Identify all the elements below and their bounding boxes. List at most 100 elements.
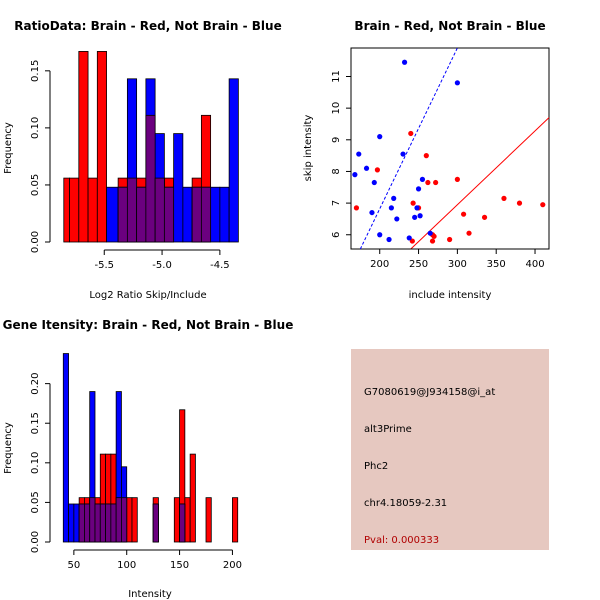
scatter-x-tick-label-1: 250 [409,259,428,270]
scatter-point-red-12 [466,230,472,236]
scatter-point-red-8 [433,179,439,186]
scatter-point-blue-16 [415,186,422,192]
chart0-blue-bar-13 [228,78,239,243]
chart0-x-tick-label-2: -4.5 [210,260,230,271]
scatter-point-blue-9 [391,195,397,201]
chart2-red-bar-9 [126,497,133,543]
intensity-hist-axes: 50 100 150 200 0.00 0.05 0.10 0.15 0.20 [30,372,242,571]
chart0-overlap-bar-14 [191,186,202,243]
scatter-point-blue-18 [419,176,426,182]
chart2-y-tick-label-3: 0.15 [30,412,41,434]
scatter-point-blue-6 [377,134,383,140]
scatter-x-tick-label-0: 200 [370,259,389,270]
chart0-x-tick-label-0: -5.5 [94,260,114,271]
scatter-x-tick-label-3: 350 [487,259,506,270]
scatter-y-tick-label-3: 9 [331,137,342,143]
chart2-blue-bar-1 [68,503,75,543]
chart0-overlap-bar-6 [117,186,128,243]
chart0-overlap-bar-15 [200,186,212,243]
scatter-point-red-9 [447,236,453,243]
chart0-blue-bar-0 [106,186,119,243]
chart2-overlap-bar-5 [105,503,112,543]
scatter-point-blue-13 [406,235,412,241]
scatter-axes: 200 250 300 350 400 6 7 8 9 10 11 [331,70,545,270]
chart2-overlap-bar-6 [110,503,117,543]
scatter-title: Brain - Red, Not Brain - Blue [354,19,545,33]
ratio-histogram-title: RatioData: Brain - Red, Not Brain - Blue [14,19,281,33]
chart2-overlap-bar-0 [78,503,85,543]
ratio-hist-overlap-bars [117,114,212,243]
chart2-overlap-bar-13 [152,503,159,543]
chart2-red-bar-16 [173,497,180,543]
chart0-blue-bar-12 [219,186,230,243]
chart2-overlap-bar-4 [99,503,106,543]
scatter-point-red-18 [425,179,431,186]
scatter-point-red-3 [410,200,416,206]
scatter-point-red-19 [429,238,436,244]
chart0-red-bar-4 [96,51,107,243]
scatter-x-tick-label-2: 300 [448,259,467,270]
chart0-overlap-bar-9 [145,114,156,243]
intensity-histogram-title: Gene Itensity: Brain - Red, Not Brain - … [3,318,294,332]
scatter-point-red-2 [408,130,414,137]
scatter-y-tick-label-5: 11 [331,70,342,83]
scatter-point-blue-15 [414,205,420,211]
chart0-overlap-bar-8 [136,186,147,243]
scatter-point-blue-3 [369,209,375,216]
scatter-point-blue-17 [417,213,423,219]
scatter-x-tick-label-4: 400 [525,259,544,270]
chart2-overlap-bar-2 [89,497,96,543]
chart2-x-tick-label-2: 150 [170,560,189,571]
scatter-point-blue-11 [400,151,406,157]
scatter-y-tick-label-2: 8 [331,168,342,174]
probe-info-box: G7080619@J934158@i_at alt3Prime Phc2 chr… [351,349,549,550]
scatter-point-red-7 [431,233,437,239]
chart0-red-bar-2 [78,51,89,243]
chart0-overlap-bar-11 [163,186,175,243]
chart2-x-tick-label-0: 50 [67,560,80,571]
ratio-hist-axes: -5.5 -5.0 -4.5 0.00 0.05 0.10 0.15 [30,60,230,271]
scatter-ylabel: skip intensity [303,115,314,182]
chart0-blue-bar-11 [210,186,221,243]
chart2-red-bar-10 [131,497,138,543]
chart2-overlap-bar-8 [121,497,128,543]
chart2-red-bar-18 [184,497,191,543]
chart0-overlap-bar-7 [126,177,138,243]
chart0-y-tick-label-0: 0.00 [30,231,41,253]
gene-name: Phc2 [364,461,389,472]
scatter-point-blue-19 [427,230,433,236]
ratio-histogram-panel: RatioData: Brain - Red, Not Brain - Blue… [3,19,282,301]
p-value: Pval: 0.000333 [364,535,440,546]
scatter-point-red-15 [516,200,523,206]
chart2-x-tick-label-3: 200 [223,560,242,571]
chart2-overlap-bar-17 [179,503,186,543]
chart0-blue-bar-7 [173,133,184,243]
chart0-y-tick-label-2: 0.10 [30,117,41,139]
chart0-overlap-bar-10 [154,177,165,243]
chart2-red-bar-22 [205,497,212,543]
scatter-point-red-16 [540,202,546,208]
chart0-red-bar-1 [69,177,80,243]
ratio-hist-ylabel: Frequency [3,122,14,174]
scatter-point-blue-10 [394,216,400,222]
ratio-hist-xlabel: Log2 Ratio Skip/Include [89,290,206,301]
chart2-x-tick-label-1: 100 [117,560,136,571]
scatter-point-blue-1 [356,151,362,157]
scatter-point-blue-20 [454,80,460,86]
scatter-point-blue-4 [371,179,377,186]
chart2-y-tick-label-0: 0.00 [30,531,41,553]
chart2-red-bar-25 [232,497,239,543]
scatter-point-blue-5 [377,232,383,238]
probe-id: G7080619@J934158@i_at [364,387,496,398]
event-type: alt3Prime [364,424,412,435]
chart2-y-tick-label-2: 0.10 [30,452,41,474]
scatter-y-tick-label-0: 6 [331,232,342,238]
scatter-point-red-14 [501,195,507,201]
chart2-y-tick-label-1: 0.05 [30,491,41,513]
chart2-overlap-bar-3 [94,503,101,543]
chart2-overlap-bar-1 [84,503,91,543]
scatter-points [352,59,546,244]
scatter-y-tick-label-4: 10 [331,102,342,115]
chart2-blue-bar-2 [73,503,80,543]
